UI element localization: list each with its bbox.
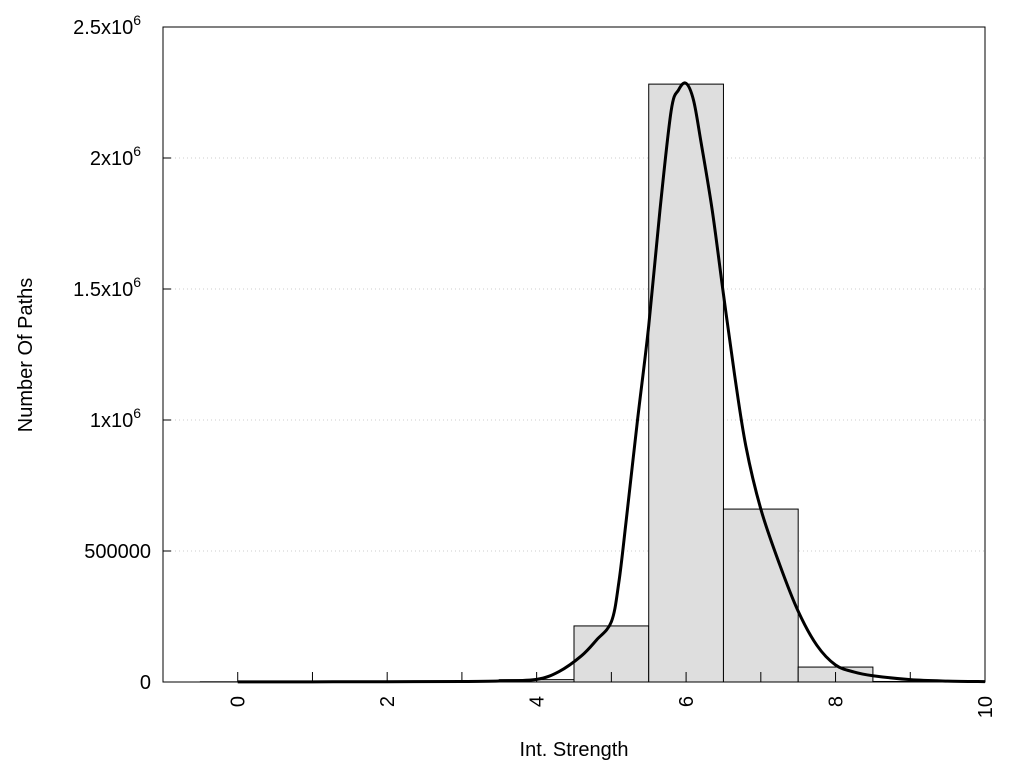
x-axis-label: Int. Strength: [520, 739, 629, 761]
y-tick-label: 1.5x106: [73, 274, 141, 301]
x-tick-label: 2: [377, 696, 399, 707]
bar: [648, 83, 724, 683]
x-tick-label: 8: [826, 696, 848, 707]
x-tick-label: 10: [975, 696, 997, 718]
fit-curve-group: [237, 81, 986, 684]
x-tick-label: 4: [527, 696, 549, 707]
ticks: 0 500000 1x106 1.5x106 2x106 2.5x106 0 2 4 6 8 10: [73, 12, 997, 718]
bars: [199, 83, 949, 683]
bar: [722, 508, 799, 683]
y-tick-label: 500000: [84, 541, 151, 563]
x-tick-label: 0: [228, 696, 250, 707]
y-tick-label: 2x106: [90, 143, 141, 170]
y-axis-label: Number Of Paths: [15, 278, 37, 433]
y-tick-label: 2.5x106: [73, 12, 141, 39]
y-tick-label: 1x106: [90, 405, 141, 432]
x-tick-label: 6: [676, 696, 698, 707]
y-tick-label: 0: [140, 672, 151, 694]
fit-curve: [237, 81, 986, 684]
grid-lines: [163, 157, 985, 552]
plot-frame: [162, 26, 986, 683]
